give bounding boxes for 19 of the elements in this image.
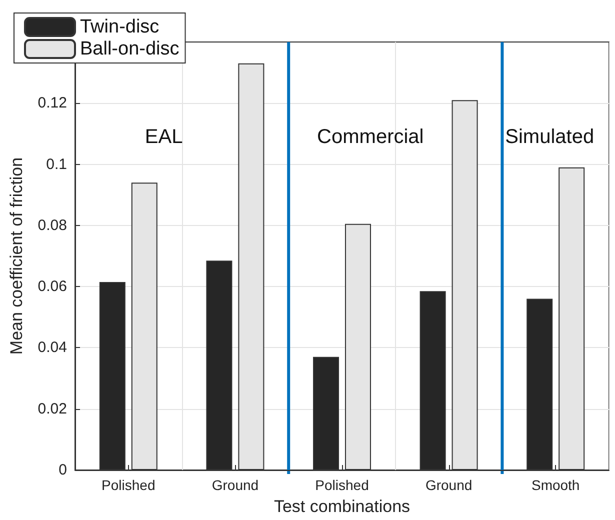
y-tick-label: 0.06 [38,278,67,296]
x-tick-label: Ground [425,477,472,493]
y-tick-label: 0 [58,462,67,478]
legend-label: Twin-disc [80,16,160,38]
y-tick-label: 0.1 [46,156,67,173]
x-tick-label: Polished [315,477,369,493]
y-axis-title: Mean coefficient of friction [7,157,26,355]
x-axis-title: Test combinations [274,497,410,516]
y-tick-label: 0.08 [38,216,67,234]
x-tick-label: Polished [102,477,156,493]
legend-label: Ball-on-disc [80,38,180,60]
y-tick-label: 0.04 [38,339,67,356]
annotation: Simulated [505,126,594,148]
annotation: EAL [144,126,183,148]
y-tick-label: 0.12 [38,94,67,112]
x-tick-label: Ground [212,477,259,493]
annotation: Commercial [317,126,424,148]
y-tick-label: 0.02 [38,400,67,418]
x-tick-label: Smooth [531,477,580,493]
